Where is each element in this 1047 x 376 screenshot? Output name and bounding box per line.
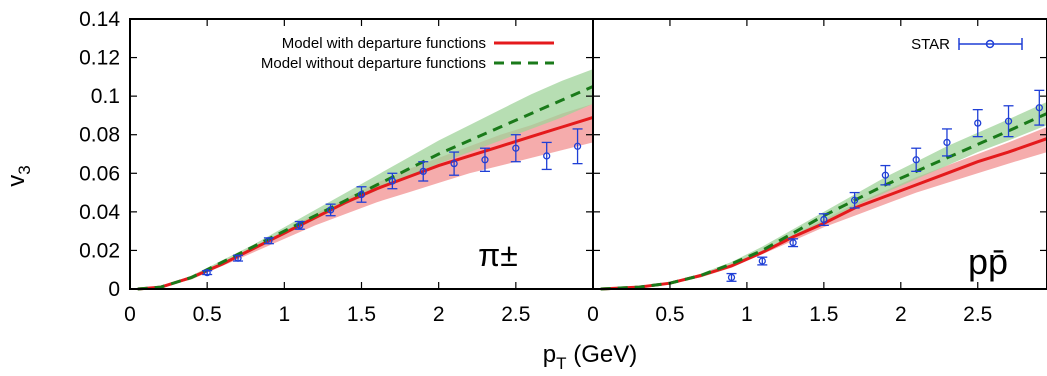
star-point — [357, 190, 366, 199]
particle-label-proton: pp̄ — [968, 241, 1008, 282]
x-tick-label: 2.5 — [501, 303, 530, 326]
star-point — [388, 177, 397, 185]
x-tick-label: 0.5 — [655, 303, 684, 326]
star-point — [789, 239, 797, 247]
star-point — [758, 257, 766, 265]
star-point — [1004, 117, 1013, 125]
legend-with-label: Model with departure functions — [282, 35, 486, 52]
star-point — [573, 142, 582, 150]
star-point — [203, 268, 211, 277]
legend-without-label: Model without departure functions — [261, 55, 486, 72]
band-with — [137, 103, 593, 290]
star-point — [820, 215, 828, 224]
x-tick-label: 0 — [587, 303, 599, 326]
x-tick-label: 0 — [124, 303, 136, 326]
star-point — [265, 237, 273, 245]
x-tick-label: 1 — [278, 303, 290, 326]
y-tick-label: 0.08 — [79, 124, 120, 147]
star-point — [543, 152, 551, 160]
x-axis-label: pT (GeV) — [543, 341, 637, 373]
y-tick-label: 0.1 — [91, 85, 120, 108]
legend-star-label: STAR — [911, 36, 950, 53]
x-tick-label: 2 — [895, 303, 907, 326]
star-point — [296, 221, 304, 230]
star-point — [727, 273, 736, 282]
star-point — [234, 254, 242, 262]
right-frame — [592, 18, 1047, 290]
star-point — [912, 156, 920, 164]
star-point — [419, 167, 427, 176]
star-point — [326, 206, 335, 214]
x-tick-label: 2.5 — [963, 303, 992, 326]
y-tick-label: 0.04 — [79, 201, 120, 224]
y-tick-label: 0 — [108, 278, 120, 301]
star-point — [481, 156, 489, 164]
x-tick-label: 2 — [433, 303, 445, 326]
star-point — [450, 159, 458, 168]
right-panel: 0 0.5 1 1.5 2 2.5 pp̄ STAR — [587, 18, 1047, 326]
y-tick-label: 0.14 — [79, 8, 120, 31]
left-panel: 0 0.5 1 1.5 2 2.5 0 0.02 0.04 0.06 0.08 0.1 0.12 0.14… — [79, 8, 594, 326]
x-tick-label: 1 — [741, 303, 753, 326]
x-tick-label: 1.5 — [347, 303, 376, 326]
legend-right: STAR — [911, 36, 1023, 53]
y-tick-label: 0.02 — [79, 239, 120, 262]
legend-star-swatch-marker — [985, 39, 995, 49]
star-point — [943, 138, 951, 147]
legend-left: Model with departure functions Model wit… — [261, 35, 554, 72]
star-point — [512, 144, 520, 152]
star-point — [881, 171, 890, 179]
y-tick-label: 0.06 — [79, 162, 120, 185]
star-point — [1035, 104, 1043, 112]
x-tick-label: 0.5 — [193, 303, 222, 326]
x-tick-label: 1.5 — [809, 303, 838, 326]
y-axis-label: v3 — [3, 165, 34, 186]
y-tick-label: 0.12 — [79, 47, 120, 70]
band-without — [137, 69, 593, 289]
star-point — [974, 119, 982, 127]
star-point — [850, 196, 859, 204]
particle-label-pion: π± — [478, 237, 518, 273]
